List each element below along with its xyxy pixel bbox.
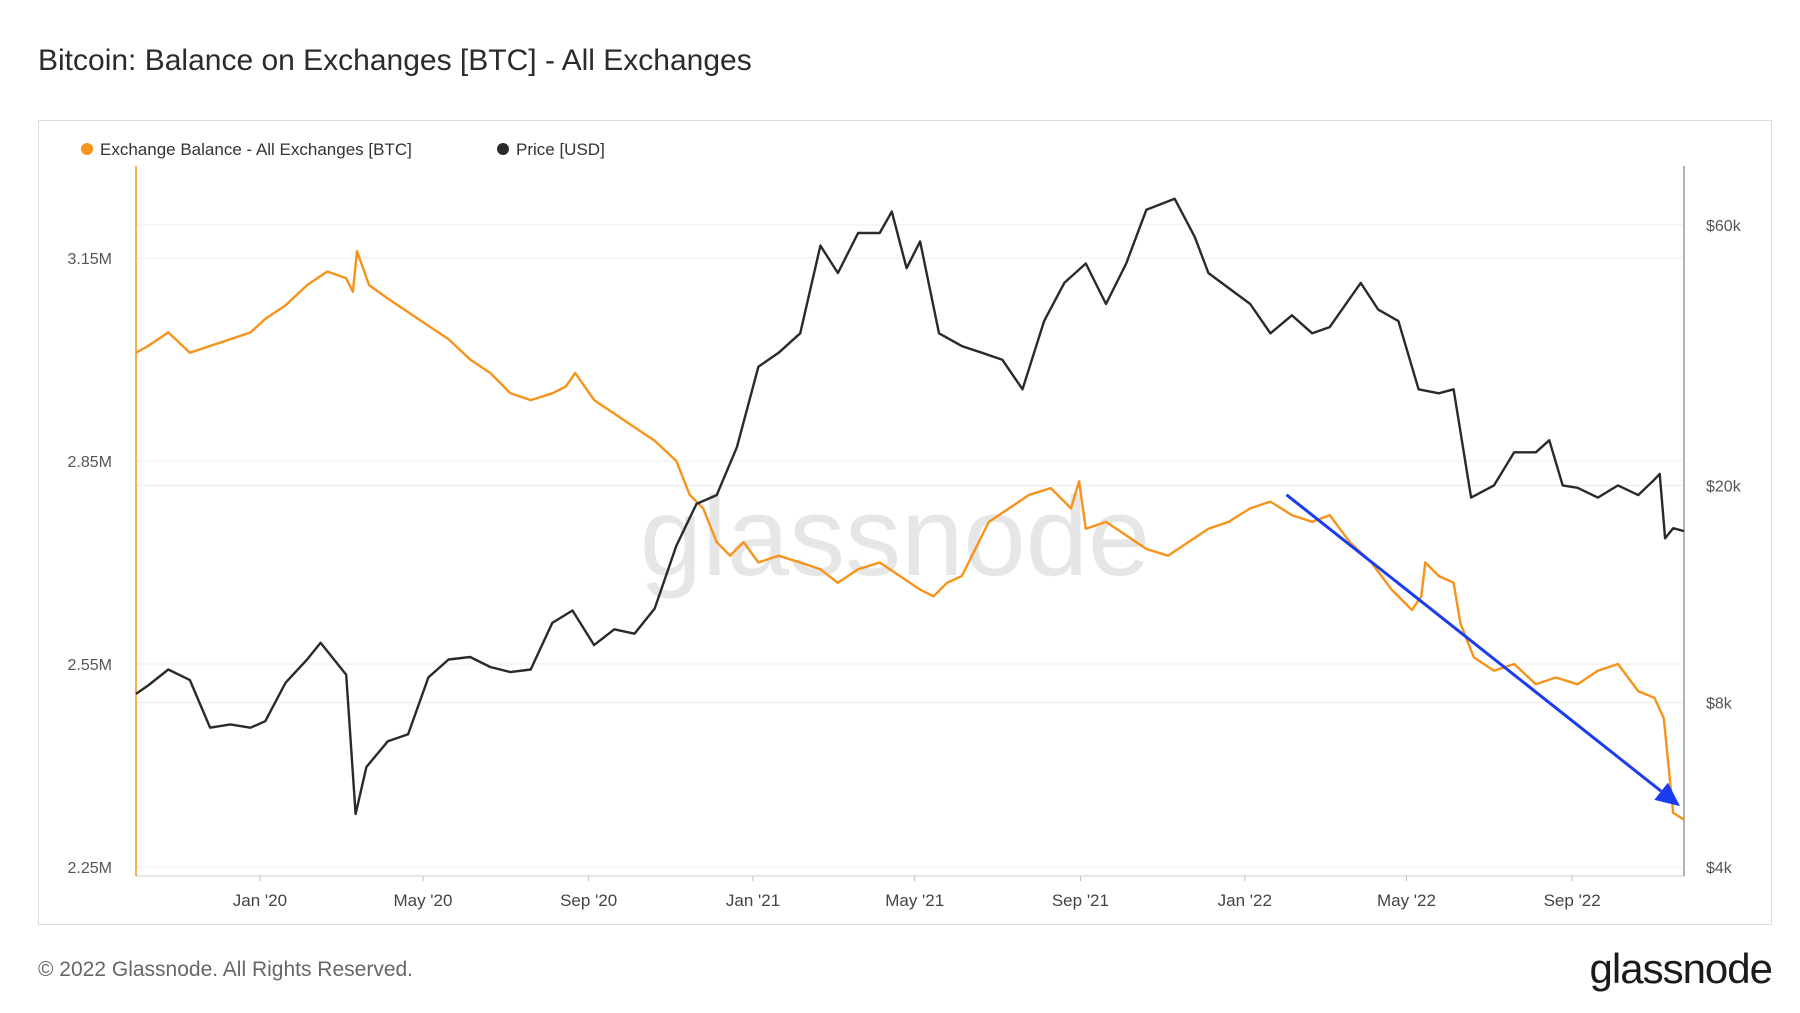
brand-logo: glassnode	[1589, 945, 1773, 992]
series	[135, 197, 1685, 821]
y-left-tick-label: 2.25M	[68, 860, 112, 877]
y-left-tick-label: 2.55M	[68, 657, 112, 674]
grid-lines	[136, 224, 1684, 868]
watermark-text: glassnode	[640, 474, 1151, 599]
y-right-tick-label: $8k	[1706, 696, 1733, 713]
annotations	[1285, 493, 1680, 807]
y-left-tick-label: 3.15M	[68, 251, 112, 268]
y-right-tick-label: $20k	[1706, 478, 1742, 495]
x-tick-label: Sep '21	[1052, 891, 1109, 910]
legend: Exchange Balance - All Exchanges [BTC] Pr…	[81, 140, 605, 159]
trend-arrow-head	[1654, 782, 1680, 807]
x-tick-label: May '22	[1377, 891, 1436, 910]
y-right-tick-label: $60k	[1706, 218, 1742, 235]
copyright-text: © 2022 Glassnode. All Rights Reserved.	[38, 958, 414, 981]
y-left-tick-label: 2.85M	[68, 454, 112, 471]
chart-frame	[38, 120, 1772, 925]
chart-title: Bitcoin: Balance on Exchanges [BTC] - Al…	[38, 44, 752, 77]
x-tick-label: Sep '20	[560, 891, 617, 910]
y-right-tick-label: $4k	[1706, 860, 1733, 877]
legend-label: Exchange Balance - All Exchanges [BTC]	[100, 140, 412, 159]
x-tick-label: Jan '21	[726, 891, 780, 910]
x-tick-label: Sep '22	[1544, 891, 1601, 910]
x-tick-label: May '21	[885, 891, 944, 910]
legend-marker	[81, 143, 93, 155]
x-tick-label: Jan '22	[1218, 891, 1272, 910]
legend-label: Price [USD]	[516, 140, 605, 159]
axes: 2.25M 2.55M 2.85M 3.15M $4k $8k $20k $60k Jan '2…	[68, 166, 1742, 910]
trend-arrow-line	[1285, 493, 1663, 793]
price-line	[135, 197, 1685, 816]
exchange-balance-line	[135, 250, 1685, 821]
x-tick-label: Jan '20	[233, 891, 287, 910]
legend-marker	[497, 143, 509, 155]
x-tick-label: May '20	[393, 891, 452, 910]
